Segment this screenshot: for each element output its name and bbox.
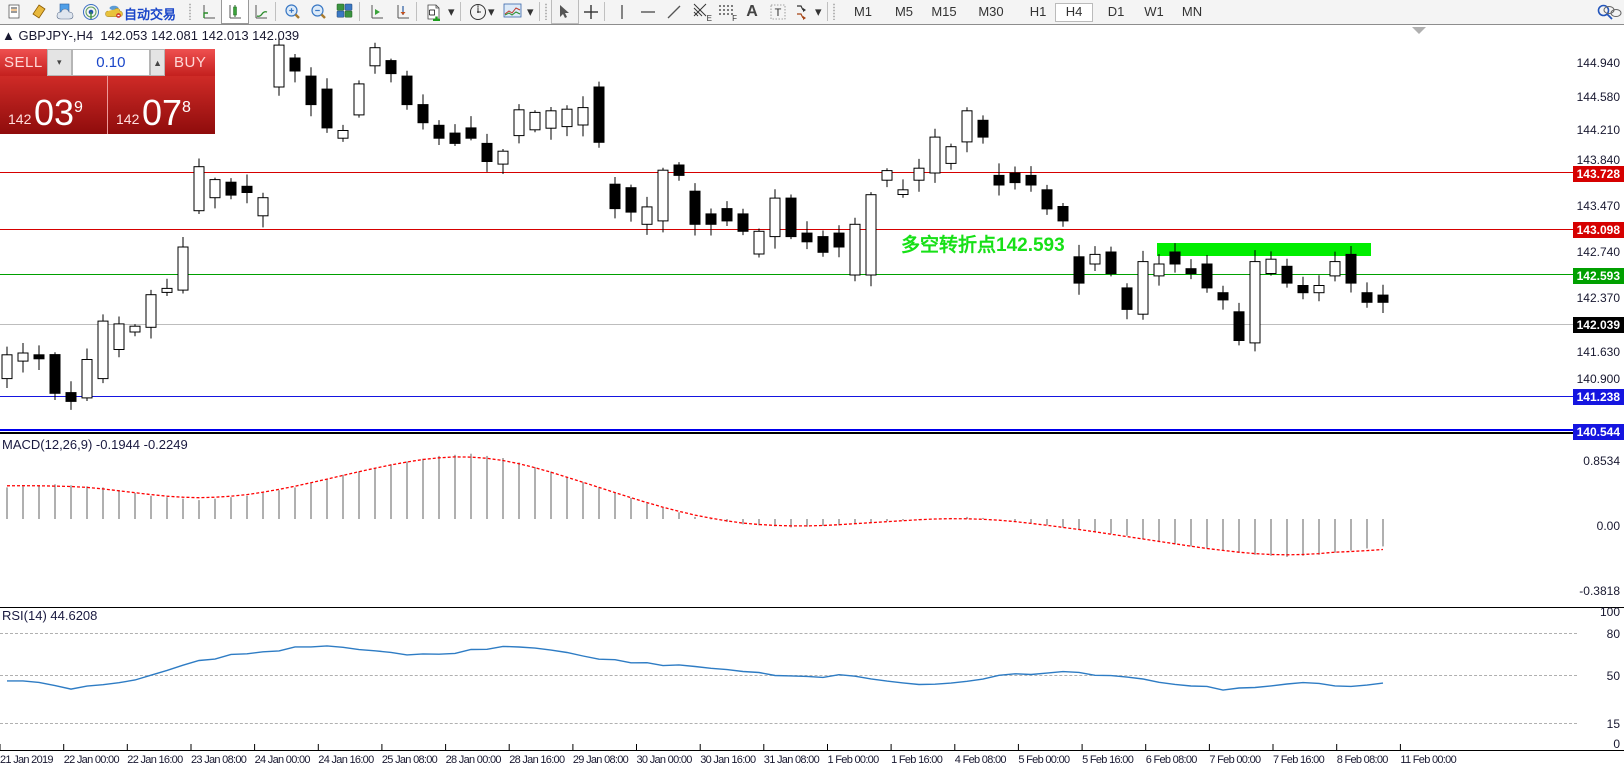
svg-text:T: T — [775, 7, 782, 19]
